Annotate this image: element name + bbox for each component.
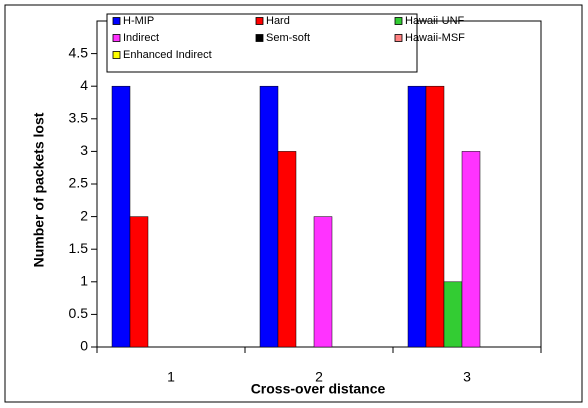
bar [259,85,279,348]
legend-swatch [112,34,121,42]
y-tick-label: 1 [80,273,88,289]
legend-label: H-MIP [123,15,154,27]
bar [425,85,445,348]
bar [129,216,149,348]
y-tick-label: 4.5 [69,44,89,60]
legend-label: Hawaii-UNF [405,15,465,27]
y-axis-label: Number of packets lost [31,112,47,267]
legend-label: Hawaii-MSF [405,32,465,44]
y-tick-label: 2 [80,207,88,223]
x-tick-label: 3 [463,369,471,385]
x-tick-label: 2 [315,369,323,385]
x-axis-label: Cross-over distance [251,381,386,397]
legend-label: Sem-soft [266,32,310,44]
legend-swatch [394,34,403,42]
legend-label: Hard [266,15,290,27]
y-tick-label: 4 [80,77,88,93]
bar [313,216,333,348]
legend-swatch [255,17,264,25]
y-tick-label: 3.5 [69,110,89,126]
bar [461,151,481,348]
y-tick-label: 2.5 [69,175,89,191]
y-tick-label: 3 [80,142,88,158]
y-tick-label: 0 [80,338,88,354]
x-tick-label: 1 [167,369,175,385]
bar [277,151,297,348]
legend-swatch [394,17,403,25]
bar [111,85,131,348]
bar [407,85,427,348]
y-tick-label: 0.5 [69,305,89,321]
legend-swatch [112,51,121,59]
legend-label: Indirect [123,32,159,44]
bar [443,281,463,348]
legend-swatch [112,17,121,25]
legend-swatch [255,34,264,42]
legend-label: Enhanced Indirect [123,49,212,61]
y-tick-label: 1.5 [69,240,89,256]
